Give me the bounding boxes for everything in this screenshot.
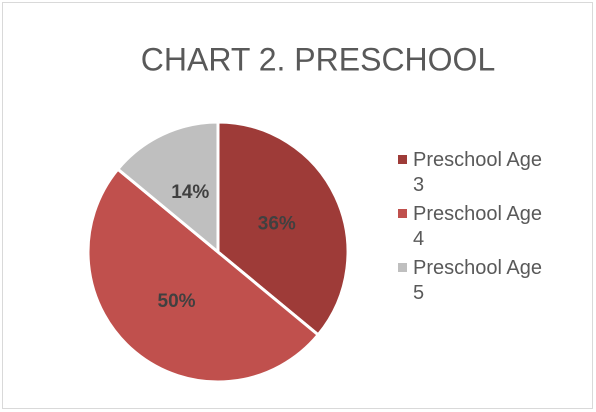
data-label: 50% [158,291,196,312]
data-label: 14% [171,182,209,203]
data-label: 36% [258,213,296,234]
pie-slice [86,167,321,384]
legend-label: Preschool Age 4 [413,203,542,250]
pie-slice [216,120,350,337]
legend-label: Preschool Age 5 [413,257,542,304]
legend-label: Preschool Age 3 [413,149,542,196]
legend: Preschool Age 3 Preschool Age 4 Preschool … [398,148,578,310]
pie: 36% 50% 14% [86,120,350,384]
chart-title: CHART 2. PRESCHOOL [141,41,495,77]
legend-item: Preschool Age 3 [398,148,578,198]
legend-swatch [398,155,407,164]
pie-slice [115,120,220,256]
legend-item: Preschool Age 5 [398,256,578,306]
legend-item: Preschool Age 4 [398,202,578,252]
legend-swatch [398,209,407,218]
legend-swatch [398,263,407,272]
